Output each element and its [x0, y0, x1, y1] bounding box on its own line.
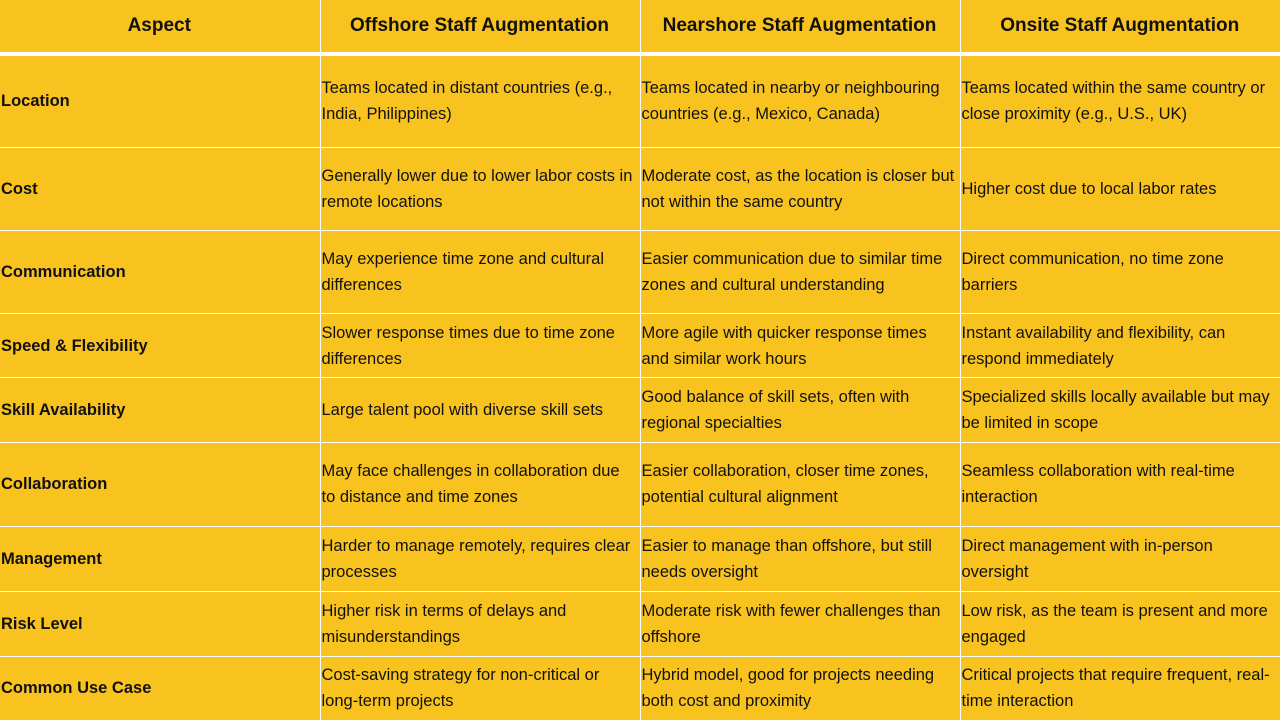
nearshore-cell: Moderate risk with fewer challenges than…	[640, 591, 961, 657]
table-row-cost: Cost Generally lower due to lower labor …	[0, 147, 1280, 232]
nearshore-cell: Teams located in nearby or neighbouring …	[640, 54, 961, 148]
nearshore-cell: Easier communication due to similar time…	[640, 230, 961, 315]
header-aspect: Aspect	[0, 0, 321, 56]
table-row-speed-flexibility: Speed & Flexibility Slower response time…	[0, 313, 1280, 379]
aspect-cell: Location	[0, 54, 321, 148]
table-body: Location Teams located in distant countr…	[0, 54, 1280, 720]
aspect-cell: Collaboration	[0, 442, 321, 527]
offshore-cell: Slower response times due to time zone d…	[320, 313, 641, 379]
onsite-cell: Low risk, as the team is present and mor…	[960, 591, 1280, 657]
table-row-communication: Communication May experience time zone a…	[0, 230, 1280, 315]
aspect-cell: Management	[0, 526, 321, 592]
offshore-cell: Higher risk in terms of delays and misun…	[320, 591, 641, 657]
table-row-location: Location Teams located in distant countr…	[0, 54, 1280, 148]
table-row-common-use-case: Common Use Case Cost-saving strategy for…	[0, 656, 1280, 720]
table-row-collaboration: Collaboration May face challenges in col…	[0, 442, 1280, 527]
aspect-cell: Cost	[0, 147, 321, 232]
nearshore-cell: Good balance of skill sets, often with r…	[640, 377, 961, 444]
offshore-cell: Teams located in distant countries (e.g.…	[320, 54, 641, 148]
offshore-cell: Harder to manage remotely, requires clea…	[320, 526, 641, 592]
nearshore-cell: Hybrid model, good for projects needing …	[640, 656, 961, 720]
onsite-cell: Direct management with in-person oversig…	[960, 526, 1280, 592]
nearshore-cell: Easier to manage than offshore, but stil…	[640, 526, 961, 592]
aspect-cell: Risk Level	[0, 591, 321, 657]
aspect-cell: Communication	[0, 230, 321, 315]
onsite-cell: Seamless collaboration with real-time in…	[960, 442, 1280, 527]
nearshore-cell: Easier collaboration, closer time zones,…	[640, 442, 961, 527]
offshore-cell: Large talent pool with diverse skill set…	[320, 377, 641, 444]
header-onsite: Onsite Staff Augmentation	[960, 0, 1280, 56]
onsite-cell: Critical projects that require frequent,…	[960, 656, 1280, 720]
onsite-cell: Higher cost due to local labor rates	[960, 147, 1280, 232]
offshore-cell: Cost-saving strategy for non-critical or…	[320, 656, 641, 720]
offshore-cell: Generally lower due to lower labor costs…	[320, 147, 641, 232]
table-row-management: Management Harder to manage remotely, re…	[0, 526, 1280, 592]
offshore-cell: May experience time zone and cultural di…	[320, 230, 641, 315]
header-offshore: Offshore Staff Augmentation	[320, 0, 641, 56]
onsite-cell: Teams located within the same country or…	[960, 54, 1280, 148]
onsite-cell: Instant availability and flexibility, ca…	[960, 313, 1280, 379]
table-row-skill-availability: Skill Availability Large talent pool wit…	[0, 377, 1280, 444]
table-header: Aspect Offshore Staff Augmentation Nears…	[0, 0, 1280, 56]
onsite-cell: Specialized skills locally available but…	[960, 377, 1280, 444]
header-row: Aspect Offshore Staff Augmentation Nears…	[0, 0, 1280, 56]
nearshore-cell: More agile with quicker response times a…	[640, 313, 961, 379]
header-nearshore: Nearshore Staff Augmentation	[640, 0, 961, 56]
table-row-risk-level: Risk Level Higher risk in terms of delay…	[0, 591, 1280, 657]
nearshore-cell: Moderate cost, as the location is closer…	[640, 147, 961, 232]
onsite-cell: Direct communication, no time zone barri…	[960, 230, 1280, 315]
aspect-cell: Speed & Flexibility	[0, 313, 321, 379]
aspect-cell: Skill Availability	[0, 377, 321, 444]
offshore-cell: May face challenges in collaboration due…	[320, 442, 641, 527]
aspect-cell: Common Use Case	[0, 656, 321, 720]
